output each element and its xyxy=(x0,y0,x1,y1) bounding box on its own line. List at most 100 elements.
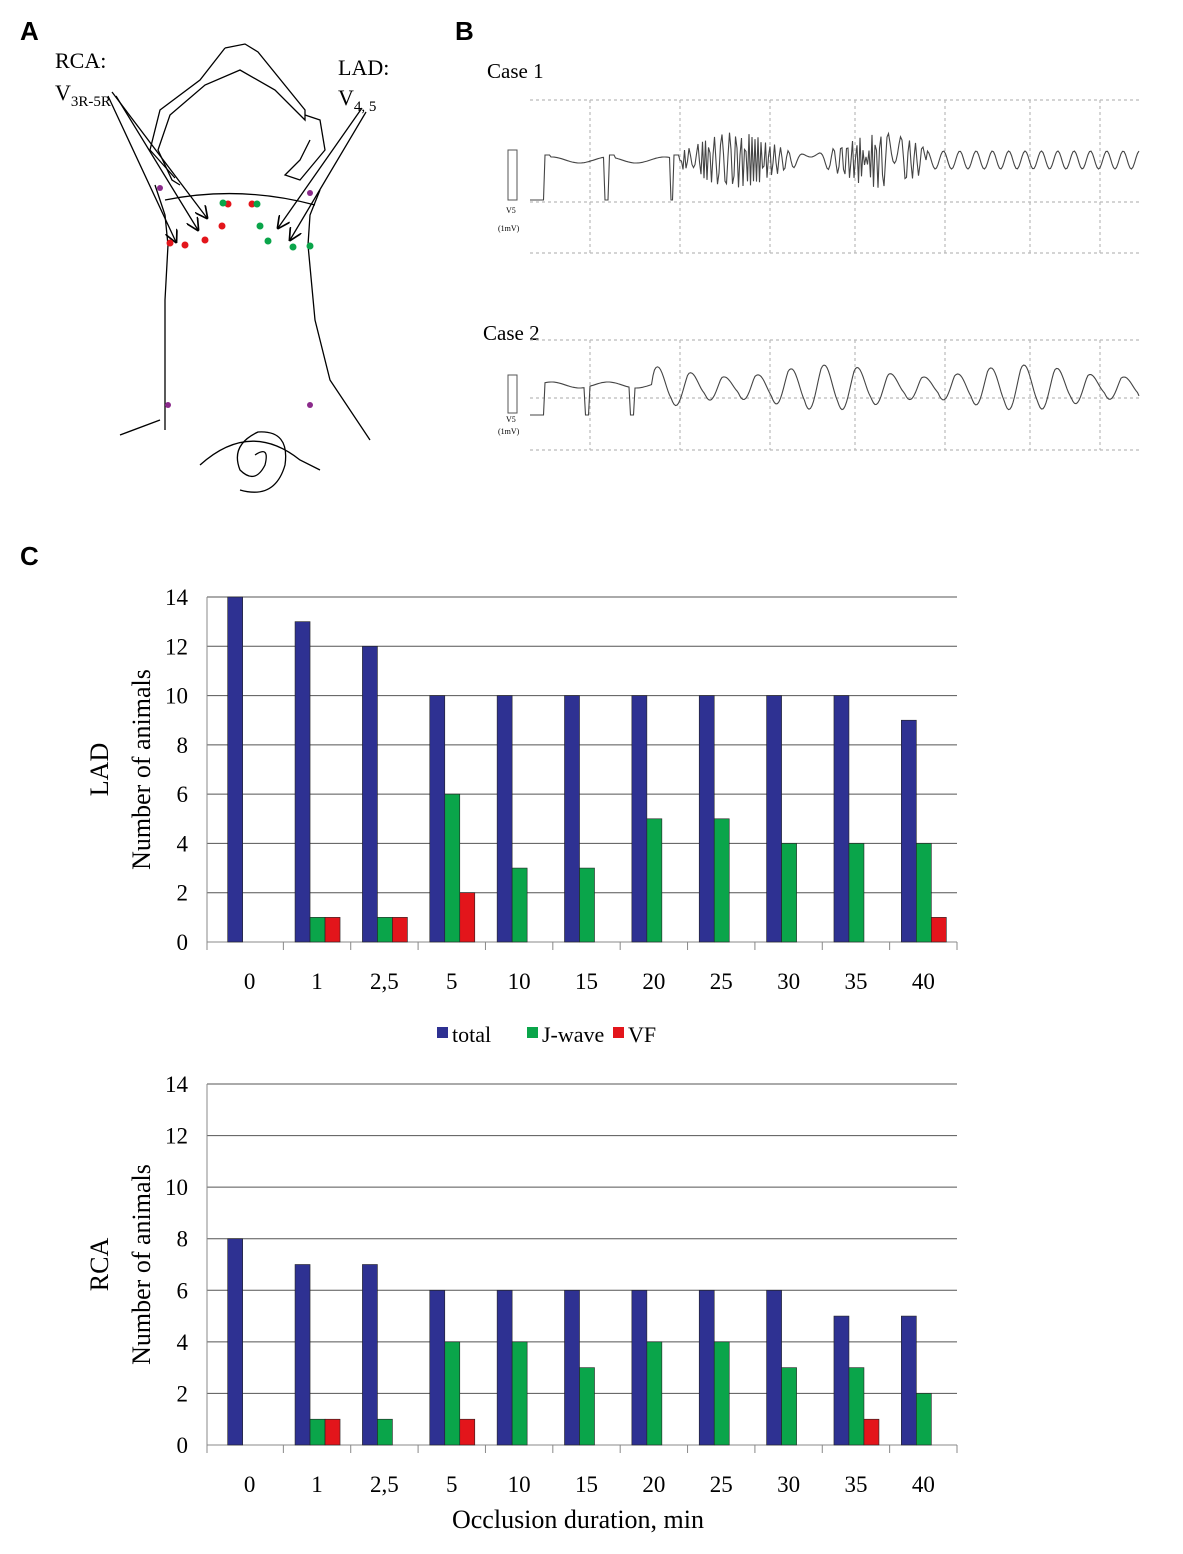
calibration-bar xyxy=(507,149,518,201)
y-tick-label: 4 xyxy=(177,1330,189,1355)
y-tick-label: 6 xyxy=(177,782,189,807)
ecg-trace xyxy=(530,364,1140,416)
bar xyxy=(444,793,461,943)
bar xyxy=(698,1289,715,1446)
x-tick-label: 0 xyxy=(244,1472,256,1497)
bar xyxy=(227,1238,243,1446)
y-tick-label: 10 xyxy=(165,1175,188,1200)
scale-label: (1mV) xyxy=(498,224,520,233)
x-tick-label: 2,5 xyxy=(370,1472,399,1497)
lead-main: V xyxy=(55,80,71,105)
x-tick-label: 1 xyxy=(311,969,323,994)
case-label: Case 2 xyxy=(483,321,540,345)
rca-label: RCA: xyxy=(55,48,106,73)
panel-label: B xyxy=(455,16,474,46)
bar xyxy=(631,695,648,943)
legend-label: J-wave xyxy=(542,1022,604,1047)
y-tick-label: 2 xyxy=(177,881,189,906)
bar xyxy=(496,1289,513,1446)
arrows xyxy=(107,91,367,242)
bar xyxy=(781,843,797,943)
lad-lead: V4, 5 xyxy=(338,85,376,115)
bar xyxy=(833,695,850,943)
bar xyxy=(631,1289,648,1446)
bar xyxy=(579,1367,595,1446)
x-tick-label: 40 xyxy=(912,969,935,994)
bar xyxy=(781,1367,797,1446)
ecg-traces xyxy=(530,99,1140,451)
bar xyxy=(362,1264,378,1446)
bar xyxy=(294,621,311,943)
bar xyxy=(766,695,782,943)
y-axis-label: Number of animals xyxy=(127,669,156,870)
bar xyxy=(511,1341,528,1446)
y-axis-group: LAD xyxy=(85,743,114,796)
bar xyxy=(227,596,243,943)
bar xyxy=(713,818,730,943)
scale-label: (1mV) xyxy=(498,427,520,436)
bar xyxy=(309,1418,326,1446)
lead-sub: 3R-5R xyxy=(71,94,111,110)
case-label: Case 1 xyxy=(487,59,544,83)
y-tick-label: 12 xyxy=(165,634,188,659)
bar xyxy=(459,892,476,943)
bar xyxy=(392,917,408,943)
lead-label: V5 xyxy=(506,415,516,424)
bar xyxy=(848,1367,865,1446)
x-tick-label: 15 xyxy=(575,1472,598,1497)
bar xyxy=(579,867,595,943)
ecg-trace xyxy=(530,131,1140,201)
x-tick-label: 1 xyxy=(311,1472,323,1497)
rat-outline xyxy=(119,43,371,493)
bar xyxy=(931,917,947,943)
x-axis-label: Occlusion duration, min xyxy=(452,1505,704,1534)
x-tick-label: 20 xyxy=(642,1472,665,1497)
bar xyxy=(698,695,715,943)
legend-swatch xyxy=(613,1027,624,1038)
x-tick-label: 10 xyxy=(508,1472,531,1497)
bar xyxy=(646,818,663,943)
bar xyxy=(833,1315,850,1446)
x-tick-label: 35 xyxy=(844,1472,867,1497)
y-tick-label: 14 xyxy=(165,1072,189,1097)
bar xyxy=(324,917,341,943)
panel-label: C xyxy=(20,541,39,571)
x-tick-label: 25 xyxy=(710,1472,733,1497)
rca-lead: V3R-5R xyxy=(55,80,111,110)
x-tick-label: 25 xyxy=(710,969,733,994)
y-tick-label: 6 xyxy=(177,1278,189,1303)
panel-label: A xyxy=(20,16,39,46)
x-tick-label: 30 xyxy=(777,969,800,994)
bar xyxy=(848,843,865,943)
x-tick-label: 20 xyxy=(642,969,665,994)
electrodes xyxy=(157,185,314,408)
bar xyxy=(429,695,446,943)
bar xyxy=(863,1418,880,1446)
bar xyxy=(362,645,378,943)
bar xyxy=(713,1341,730,1446)
y-tick-label: 8 xyxy=(177,733,189,758)
bar xyxy=(564,1289,580,1446)
x-tick-label: 40 xyxy=(912,1472,935,1497)
y-tick-label: 8 xyxy=(177,1227,189,1252)
y-axis-label: Number of animals xyxy=(127,1164,156,1365)
bar xyxy=(916,843,932,943)
legend-label: VF xyxy=(628,1022,656,1047)
bar xyxy=(309,917,326,943)
bar xyxy=(496,695,513,943)
legend-swatch xyxy=(527,1027,538,1038)
bar xyxy=(377,917,393,943)
y-axis-group: RCA xyxy=(85,1238,114,1292)
bar xyxy=(646,1341,663,1446)
x-tick-label: 30 xyxy=(777,1472,800,1497)
y-tick-label: 10 xyxy=(165,684,188,709)
legend-label: total xyxy=(452,1022,491,1047)
y-tick-label: 0 xyxy=(177,930,189,955)
lad-label: LAD: xyxy=(338,55,389,80)
bar xyxy=(766,1289,782,1446)
y-tick-label: 2 xyxy=(177,1381,189,1406)
x-tick-label: 35 xyxy=(844,969,867,994)
bar xyxy=(294,1264,311,1446)
